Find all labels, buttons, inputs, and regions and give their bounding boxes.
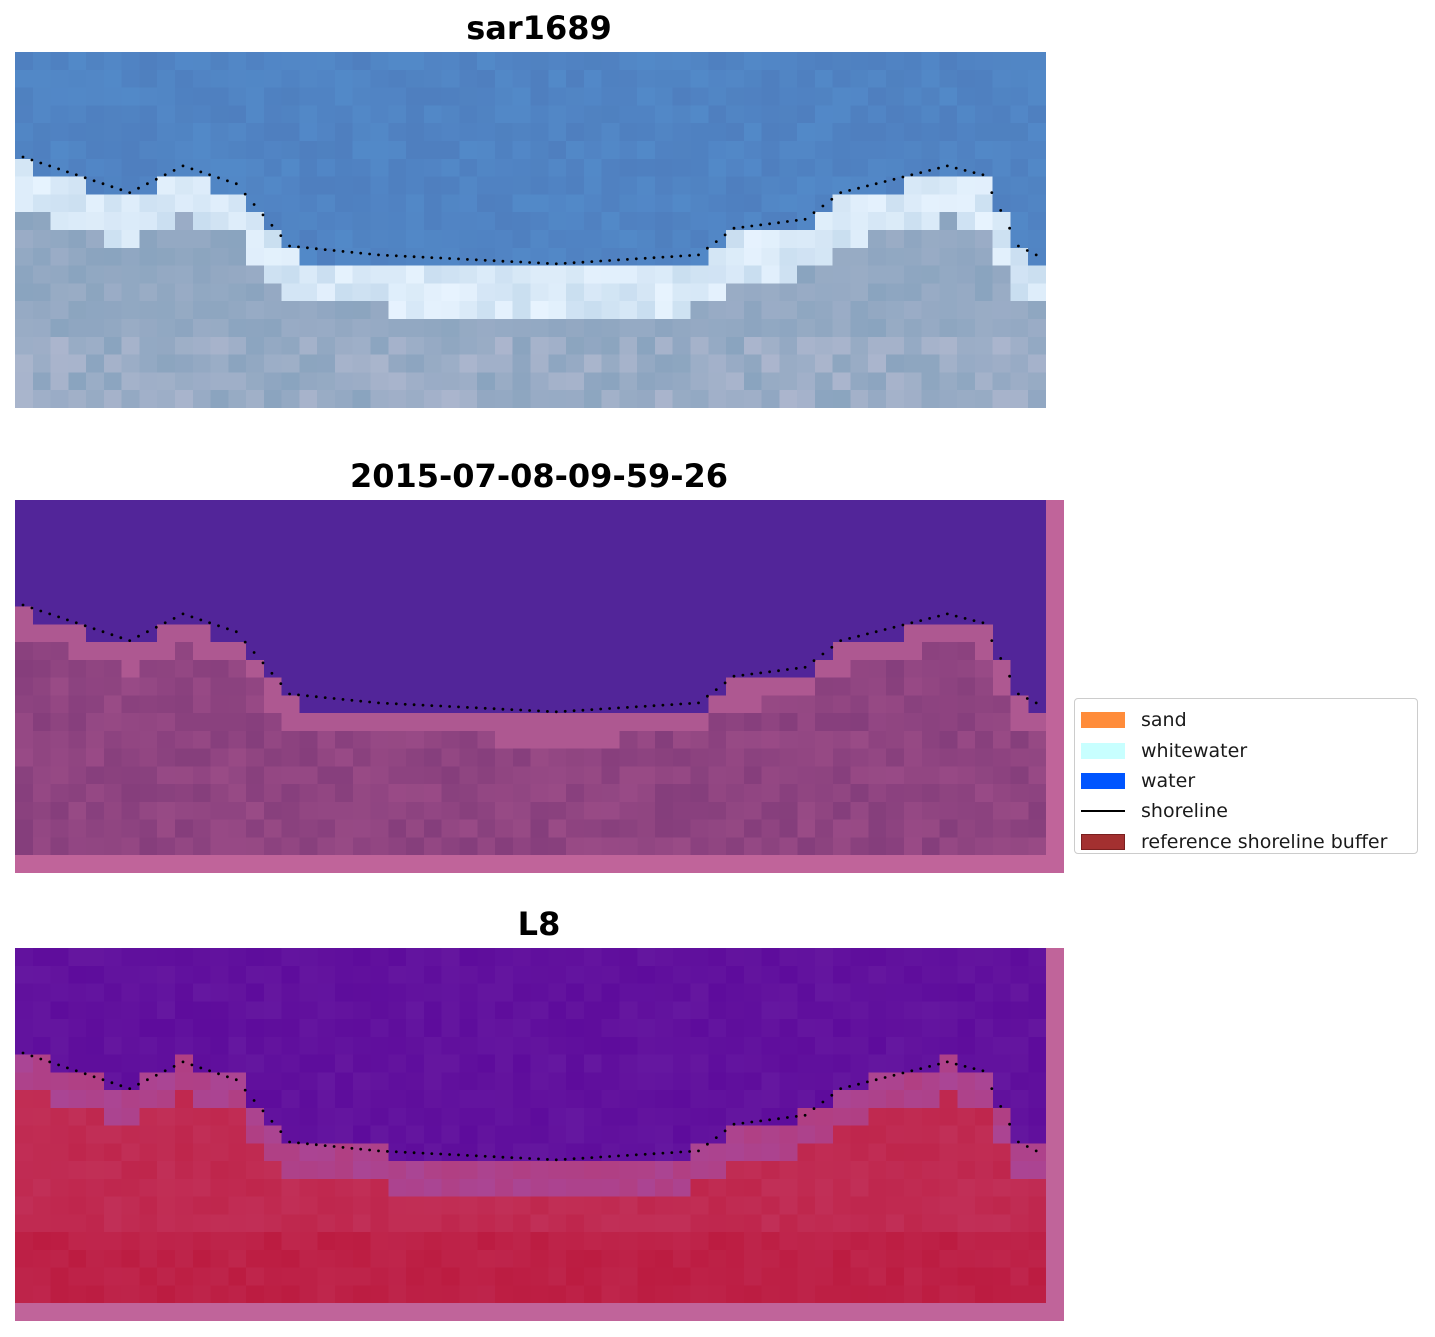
legend-item-shoreline: shoreline: [1081, 796, 1409, 826]
legend-item-reference-buffer: reference shoreline buffer: [1081, 827, 1409, 857]
classified-image-panel: [15, 500, 1064, 873]
legend-label: water: [1141, 769, 1196, 792]
legend-item-sand: sand: [1081, 705, 1409, 735]
legend-label: shoreline: [1141, 800, 1228, 823]
legend: sand whitewater water shoreline referenc…: [1074, 698, 1418, 854]
panel-title-mndwi: L8: [517, 905, 561, 943]
panel-title-rgb: sar1689: [466, 9, 612, 47]
legend-label: reference shoreline buffer: [1141, 830, 1388, 853]
shoreline-overlay: [21, 155, 1038, 266]
water-swatch: [1081, 772, 1125, 789]
sand-swatch: [1081, 712, 1125, 729]
rgb-image-panel: [15, 52, 1046, 408]
whitewater-swatch: [1081, 742, 1125, 759]
legend-label: whitewater: [1141, 739, 1248, 762]
legend-label: sand: [1141, 709, 1187, 732]
mndwi-image-panel: [15, 948, 1064, 1321]
shoreline-overlay: [21, 603, 1038, 714]
shoreline-line: [1081, 810, 1125, 813]
legend-item-water: water: [1081, 766, 1409, 796]
shoreline-overlay: [21, 1051, 1038, 1162]
panel-title-classified: 2015-07-08-09-59-26: [349, 457, 729, 495]
legend-item-whitewater: whitewater: [1081, 735, 1409, 765]
buffer-swatch: [1081, 833, 1125, 850]
